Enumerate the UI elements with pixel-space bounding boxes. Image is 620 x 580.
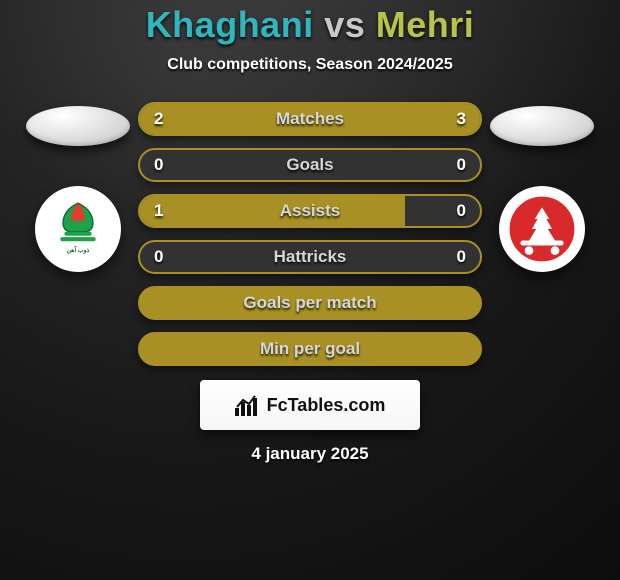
stat-value-right: 3: [457, 104, 466, 134]
stat-row: Assists1 0: [138, 194, 482, 228]
left-player-column: ذوب آهن: [18, 102, 138, 272]
comparison-canvas: Khaghani vs Mehri Club competitions, Sea…: [0, 0, 620, 580]
title-right-player: Mehri: [376, 4, 475, 45]
brand-plate[interactable]: FcTables.com: [200, 380, 420, 430]
zob-ahan-crest-icon: ذوب آهن: [44, 195, 112, 263]
stat-label: Assists: [140, 196, 480, 226]
stat-value-right: 0: [457, 150, 466, 180]
stat-value-right: 0: [457, 196, 466, 226]
stat-value-left: 2: [154, 104, 163, 134]
left-club-badge: ذوب آهن: [35, 186, 121, 272]
right-club-badge: [499, 186, 585, 272]
stat-label: Min per goal: [140, 334, 480, 364]
compare-area: ذوب آهن Matches23Goals00Assists10Hattric…: [0, 102, 620, 366]
stat-row: Hattricks0 0: [138, 240, 482, 274]
stat-value-right: 0: [457, 242, 466, 272]
stat-row: Min per goal: [138, 332, 482, 366]
stat-value-left: 0: [154, 150, 163, 180]
svg-text:ذوب آهن: ذوب آهن: [67, 246, 90, 254]
stat-value-left: 1: [154, 196, 163, 226]
title-vs: vs: [324, 4, 365, 45]
page-title: Khaghani vs Mehri: [146, 4, 475, 46]
left-player-avatar-placeholder: [26, 106, 130, 146]
stat-value-left: 0: [154, 242, 163, 272]
right-player-avatar-placeholder: [490, 106, 594, 146]
title-left-player: Khaghani: [146, 4, 314, 45]
brand-text: FcTables.com: [267, 395, 386, 416]
stat-row: Matches2 3: [138, 102, 482, 136]
page-subtitle: Club competitions, Season 2024/2025: [167, 56, 452, 74]
stat-label: Goals per match: [140, 288, 480, 318]
fctables-logo-icon: [235, 394, 261, 416]
stat-label: Matches: [140, 104, 480, 134]
stat-bars-column: Matches23Goals00Assists10Hattricks00Goal…: [138, 102, 482, 366]
stat-row: Goals per match: [138, 286, 482, 320]
tractor-crest-icon: [506, 193, 578, 265]
snapshot-date: 4 january 2025: [251, 444, 368, 464]
right-player-column: [482, 102, 602, 272]
stat-row: Goals0 0: [138, 148, 482, 182]
stat-label: Goals: [140, 150, 480, 180]
stat-label: Hattricks: [140, 242, 480, 272]
